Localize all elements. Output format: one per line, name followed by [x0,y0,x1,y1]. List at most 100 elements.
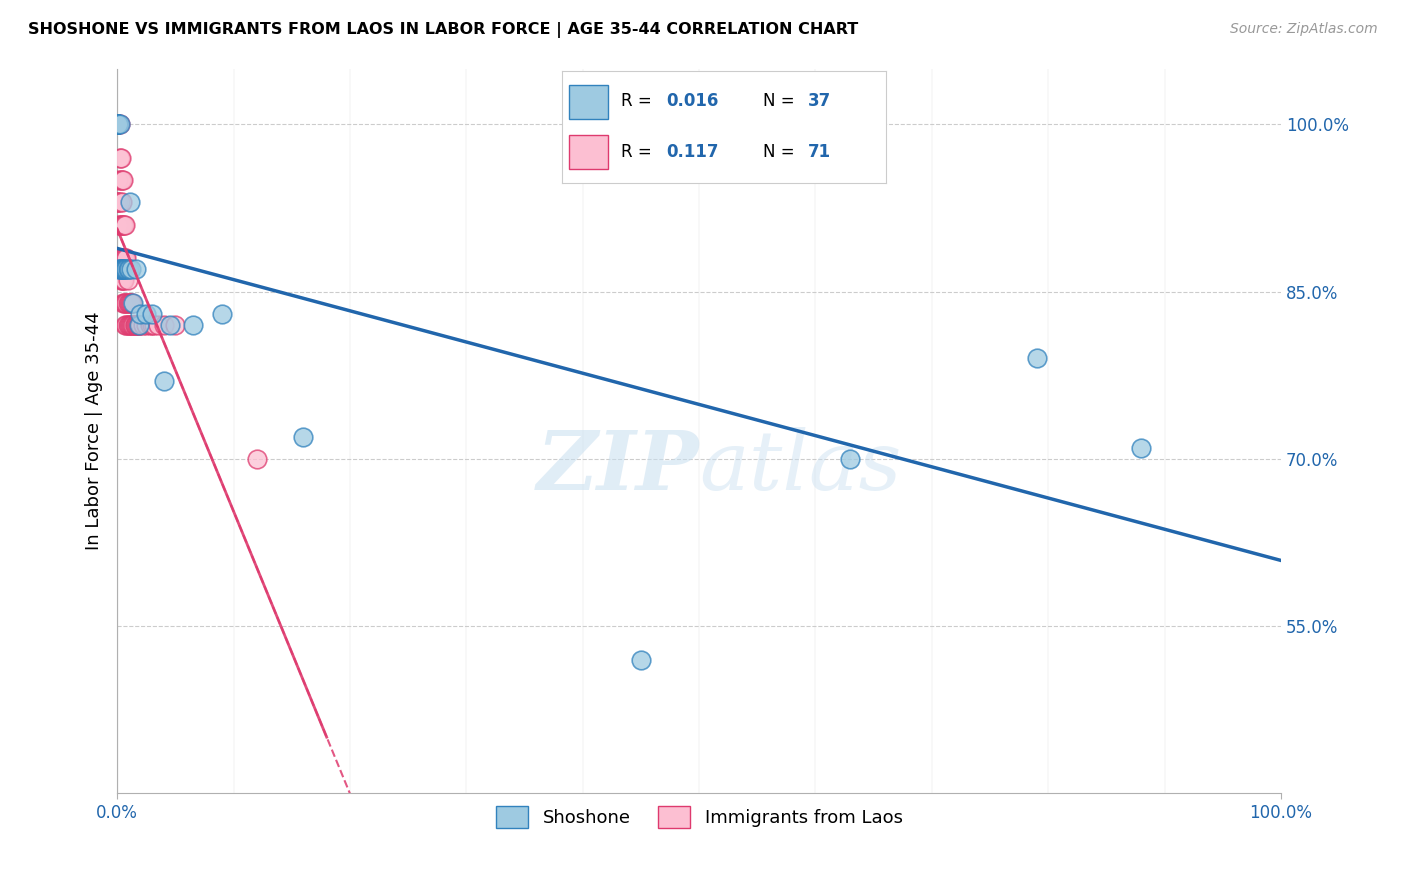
Point [124,318,146,332]
Point [118,262,141,277]
Text: R =: R = [620,144,662,161]
Point [181,318,204,332]
Point [143,318,166,332]
Point [1130,441,1153,455]
Point [111,173,134,187]
Point [105,195,128,210]
Point [107,117,129,131]
Text: N =: N = [763,144,800,161]
Point [108,195,131,210]
Point [1025,351,1047,366]
Point [118,318,141,332]
Point [105,117,128,131]
Point [114,295,136,310]
Point [107,117,129,131]
Point [120,318,142,332]
Point [111,173,134,187]
Point [246,451,269,466]
Point [110,262,132,277]
Point [110,151,132,165]
Point [112,218,135,232]
Point [110,173,132,187]
Point [107,117,129,131]
Point [115,262,138,277]
Point [118,295,141,310]
Point [120,262,142,277]
Text: atlas: atlas [699,427,901,508]
Point [108,218,131,232]
Point [107,117,129,131]
Point [128,318,150,332]
Point [125,318,148,332]
Point [129,307,152,321]
Point [111,218,134,232]
Point [111,218,134,232]
Point [211,307,233,321]
Point [111,251,134,265]
Point [112,295,135,310]
Point [129,318,152,332]
Point [105,117,128,131]
Point [105,117,128,131]
Point [105,117,128,131]
Point [132,318,155,332]
Point [110,273,132,287]
Point [114,218,136,232]
Point [165,318,187,332]
Point [127,318,149,332]
Point [159,318,181,332]
Point [110,218,132,232]
Point [115,295,138,310]
FancyBboxPatch shape [569,86,607,119]
Point [135,307,157,321]
Point [128,318,150,332]
Point [111,262,134,277]
Point [121,318,143,332]
Point [121,295,143,310]
Point [292,429,315,443]
Point [111,262,134,277]
Point [122,318,145,332]
Point [135,318,157,332]
Text: 71: 71 [808,144,831,161]
Point [105,195,128,210]
Text: 0.016: 0.016 [666,92,718,110]
Point [122,295,145,310]
Y-axis label: In Labor Force | Age 35-44: In Labor Force | Age 35-44 [86,311,103,550]
Point [125,262,148,277]
Point [152,318,174,332]
Point [141,318,163,332]
Point [108,262,131,277]
Point [141,307,163,321]
Text: N =: N = [763,92,800,110]
Point [117,273,139,287]
Point [839,451,862,466]
Point [630,652,652,666]
Point [110,251,132,265]
Point [107,195,129,210]
Point [111,262,134,277]
Point [111,273,134,287]
Point [114,262,136,277]
Point [120,295,142,310]
Point [114,251,136,265]
Point [118,295,141,310]
Point [117,318,139,332]
Point [108,117,131,131]
Point [105,117,128,131]
Point [124,318,146,332]
Text: ZIP: ZIP [537,427,699,508]
Text: 0.117: 0.117 [666,144,718,161]
Point [118,318,141,332]
Point [108,151,131,165]
Point [107,262,129,277]
Point [117,262,139,277]
Point [152,374,174,388]
Point [105,117,128,131]
Text: 37: 37 [808,92,831,110]
Point [112,251,135,265]
Point [114,318,136,332]
Point [146,318,169,332]
FancyBboxPatch shape [569,136,607,169]
Point [110,262,132,277]
